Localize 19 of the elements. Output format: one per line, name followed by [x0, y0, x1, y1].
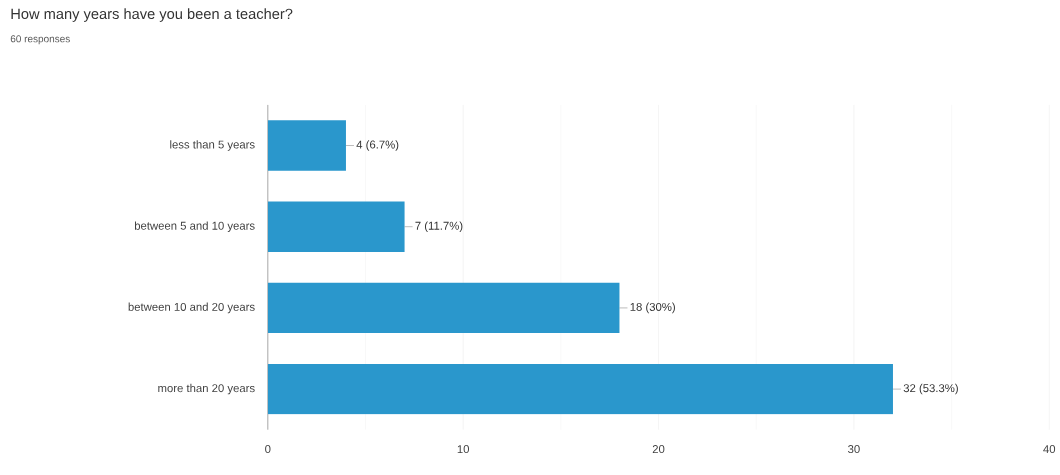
x-tick-label: 20 — [652, 445, 665, 454]
bar — [267, 364, 893, 415]
data-label: 7 (11.7%) — [415, 221, 463, 233]
x-tick-label: 0 — [265, 445, 271, 454]
chart-title: How many years have you been a teacher? — [11, 8, 293, 23]
bar — [267, 120, 346, 171]
y-tick-label: between 5 and 10 years — [134, 221, 255, 233]
y-tick-label: more than 20 years — [158, 383, 255, 395]
y-tick-label: between 10 and 20 years — [128, 302, 255, 314]
text: 60 responses — [10, 35, 70, 45]
bar — [267, 282, 620, 334]
data-label: 18 (30%) — [630, 302, 675, 314]
data-label: 4 (6.7%) — [356, 140, 399, 151]
y-tick-label: less than 5 years — [170, 140, 255, 151]
x-tick-label: 30 — [848, 445, 860, 454]
x-tick-label: 40 — [1043, 445, 1056, 454]
x-tick-label: 10 — [457, 445, 470, 454]
data-label: 32 (53.3%) — [903, 383, 958, 395]
bar — [267, 201, 405, 253]
